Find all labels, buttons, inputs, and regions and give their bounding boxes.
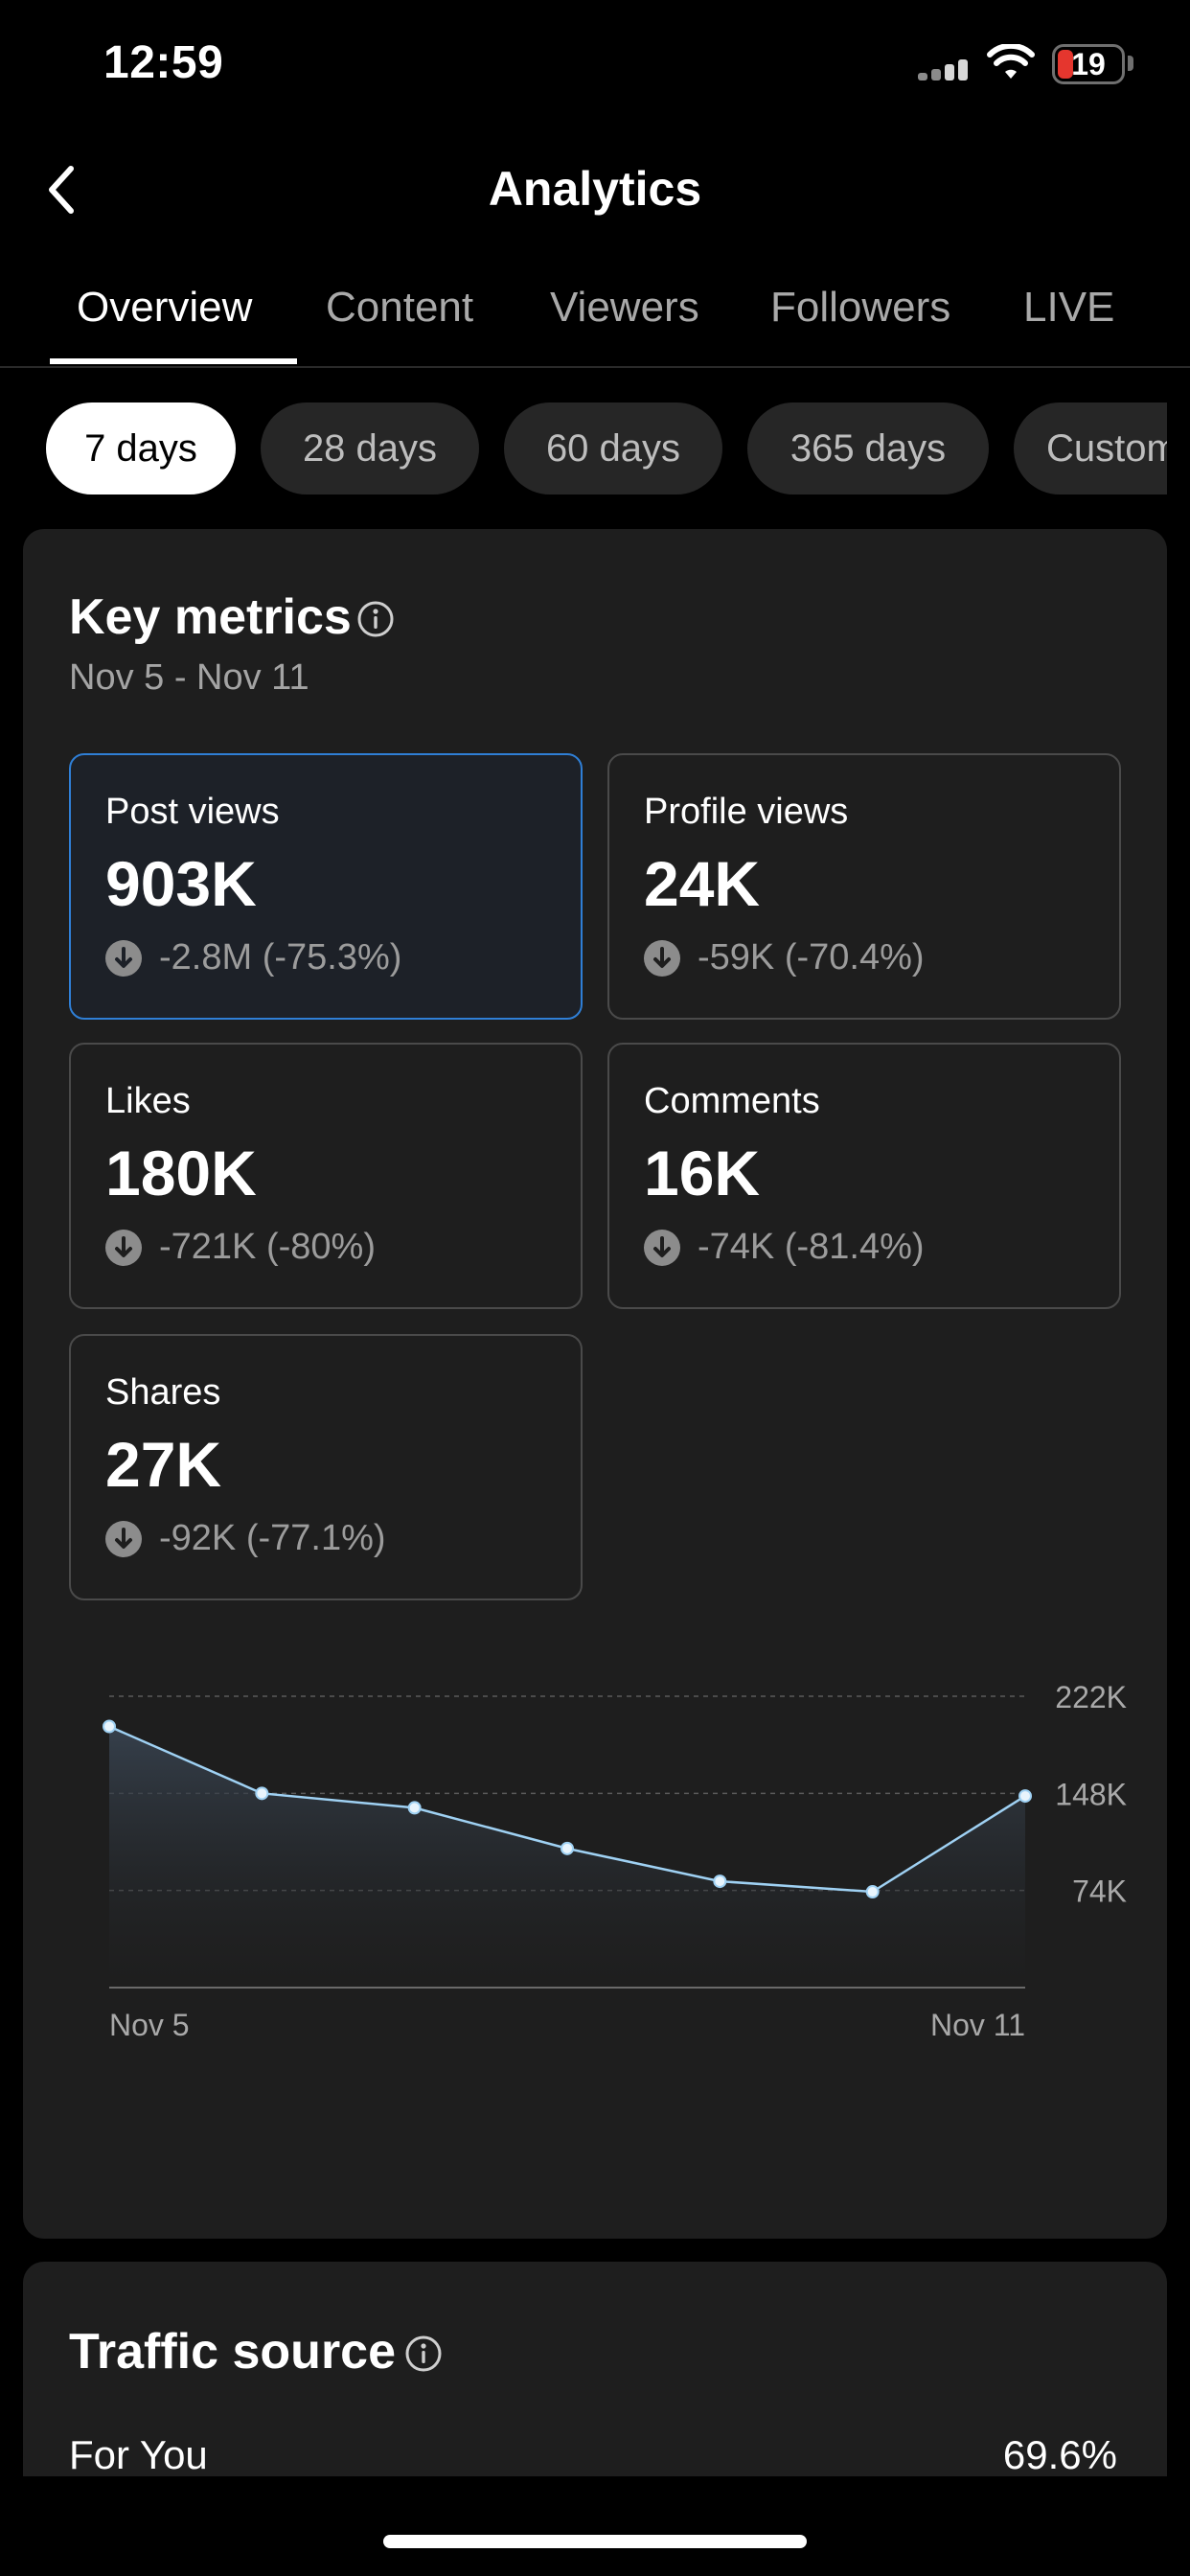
tab-live[interactable]: LIVE <box>1023 284 1115 331</box>
metric-change-text: -721K (-80%) <box>159 1227 376 1267</box>
chart-area <box>109 1726 1025 1988</box>
battery-level <box>1058 50 1073 79</box>
metric-value: 180K <box>105 1138 257 1208</box>
traffic-source-label: For You <box>69 2432 208 2477</box>
bottom-bar <box>0 2476 1190 2576</box>
arrow-down-circle-icon <box>105 939 142 977</box>
y-tick-label: 222K <box>1055 1680 1127 1714</box>
x-tick-label: Nov 5 <box>109 2008 190 2042</box>
chart-data-point[interactable] <box>103 1719 116 1734</box>
metric-label: Comments <box>644 1081 820 1121</box>
chip-7-days[interactable]: 7 days <box>46 402 236 494</box>
metric-post-views[interactable]: Post views 903K -2.8M (-75.3%) <box>69 753 583 1020</box>
metric-change: -2.8M (-75.3%) <box>105 937 401 978</box>
arrow-down-circle-icon <box>105 1229 142 1266</box>
metric-profile-views[interactable]: Profile views 24K -59K (-70.4%) <box>607 753 1121 1020</box>
chart-data-point[interactable] <box>407 1801 422 1815</box>
page-title: Analytics <box>488 162 702 216</box>
traffic-source-value: 69.6% <box>1002 2432 1117 2477</box>
battery-tip <box>1128 56 1133 71</box>
metric-label: Post views <box>105 792 280 832</box>
chart-data-point[interactable] <box>1018 1789 1032 1804</box>
info-icon[interactable] <box>356 600 395 638</box>
metric-change: -721K (-80%) <box>105 1227 376 1268</box>
tab-viewers[interactable]: Viewers <box>550 284 699 331</box>
chart-data-point[interactable] <box>255 1786 269 1801</box>
metric-change: -59K (-70.4%) <box>644 937 925 978</box>
y-tick-label: 148K <box>1055 1777 1127 1811</box>
tab-overview[interactable]: Overview <box>77 284 253 331</box>
metric-change-text: -59K (-70.4%) <box>698 937 925 978</box>
chart-data-point[interactable] <box>561 1841 574 1855</box>
battery-icon: 19 <box>1052 44 1125 84</box>
chip-365-days[interactable]: 365 days <box>747 402 989 494</box>
arrow-down-circle-icon <box>644 1229 680 1266</box>
cellular-signal-icon <box>918 59 968 80</box>
chart-data-point[interactable] <box>713 1874 727 1889</box>
tab-content[interactable]: Content <box>326 284 474 331</box>
metric-value: 16K <box>644 1138 761 1208</box>
key-metrics-title: Key metrics <box>69 589 352 645</box>
y-tick-label: 74K <box>1072 1874 1127 1909</box>
home-indicator[interactable] <box>383 2535 807 2548</box>
metric-value: 27K <box>105 1429 222 1500</box>
metric-value: 903K <box>105 848 257 919</box>
tab-bar: Overview Content Viewers Followers LIVE <box>0 266 1190 368</box>
metric-label: Likes <box>105 1081 191 1121</box>
metric-shares[interactable]: Shares 27K -92K (-77.1%) <box>69 1334 583 1600</box>
battery-percent: 19 <box>1071 47 1106 81</box>
metric-value: 24K <box>644 848 761 919</box>
arrow-down-circle-icon <box>105 1520 142 1557</box>
active-tab-indicator <box>50 358 297 364</box>
metric-label: Profile views <box>644 792 849 832</box>
chevron-left-icon[interactable] <box>42 159 84 220</box>
arrow-down-circle-icon <box>644 939 680 977</box>
traffic-source-title: Traffic source <box>69 2324 397 2380</box>
status-bar: 12:59 19 <box>0 0 1190 134</box>
metric-change: -92K (-77.1%) <box>105 1518 386 1559</box>
date-range-selector: 7 days 28 days 60 days 365 days Custom <box>0 402 1167 494</box>
metric-likes[interactable]: Likes 180K -721K (-80%) <box>69 1043 583 1309</box>
wifi-icon <box>987 44 1035 79</box>
chip-60-days[interactable]: 60 days <box>504 402 722 494</box>
chip-custom[interactable]: Custom <box>1014 402 1167 494</box>
chip-28-days[interactable]: 28 days <box>261 402 479 494</box>
metric-comments[interactable]: Comments 16K -74K (-81.4%) <box>607 1043 1121 1309</box>
metric-change-text: -74K (-81.4%) <box>698 1227 925 1267</box>
tab-followers[interactable]: Followers <box>770 284 951 331</box>
metric-change: -74K (-81.4%) <box>644 1227 925 1268</box>
metric-label: Shares <box>105 1372 221 1413</box>
metric-change-text: -2.8M (-75.3%) <box>159 937 402 978</box>
info-icon[interactable] <box>404 2334 443 2373</box>
metric-change-text: -92K (-77.1%) <box>159 1518 386 1558</box>
x-tick-label: Nov 11 <box>930 2008 1025 2042</box>
key-metrics-card: Key metrics Nov 5 - Nov 11 Post views 90… <box>23 529 1167 2239</box>
status-time: 12:59 <box>103 37 224 88</box>
date-range-label: Nov 5 - Nov 11 <box>69 657 309 698</box>
post-views-chart: 74K 148K 222K Nov 5 Nov 11 <box>103 1680 1127 2042</box>
chart-data-point[interactable] <box>865 1885 880 1899</box>
